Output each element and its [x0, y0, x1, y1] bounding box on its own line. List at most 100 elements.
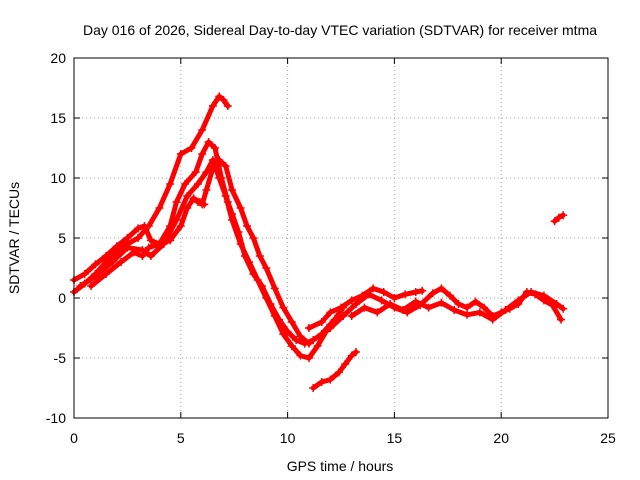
data-point: [559, 211, 568, 220]
data-point: [386, 300, 395, 308]
data-point: [215, 156, 224, 164]
data-point: [91, 272, 100, 281]
data-point: [200, 200, 209, 209]
x-tick-label: 10: [280, 430, 296, 446]
data-point: [313, 342, 322, 350]
data-point: [236, 204, 245, 212]
y-tick-label: 5: [58, 230, 66, 246]
data-point: [204, 138, 213, 146]
data-point: [116, 258, 125, 266]
data-point: [166, 236, 175, 245]
data-point: [155, 240, 164, 248]
data-point: [454, 300, 463, 308]
data-point: [559, 304, 568, 313]
data-point: [309, 384, 318, 392]
data-point: [411, 288, 420, 296]
y-tick-label: 15: [50, 110, 66, 126]
data-point: [437, 298, 446, 307]
tick-layer: 0 5 10 15 20 25 -10 -5 0 5 10 15 20: [46, 50, 616, 446]
data-point: [309, 336, 318, 344]
data-point: [326, 324, 335, 332]
data-point: [369, 284, 378, 293]
data-point: [123, 234, 132, 242]
data-point: [351, 300, 360, 308]
data-point: [146, 236, 155, 245]
data-point: [102, 252, 111, 260]
data-point: [322, 327, 331, 336]
data-point: [236, 240, 245, 248]
data-point: [76, 282, 85, 290]
data-point: [527, 288, 536, 296]
data-point: [140, 222, 149, 230]
data-point: [347, 312, 356, 320]
data-point: [210, 144, 219, 152]
data-point: [87, 282, 96, 290]
data-point: [557, 315, 566, 324]
data-point: [134, 224, 143, 233]
data-point: [262, 294, 271, 302]
data-point: [249, 234, 258, 242]
trace-layer: [70, 92, 568, 392]
data-point: [255, 252, 264, 260]
x-tick-label: 20: [493, 430, 509, 446]
data-point: [514, 296, 523, 305]
data-point: [488, 315, 497, 324]
data-point: [221, 162, 230, 170]
data-point: [262, 264, 271, 272]
data-point: [176, 222, 185, 230]
data-point: [123, 243, 132, 252]
data-point: [304, 339, 313, 348]
data-point: [550, 217, 559, 226]
data-point: [296, 351, 305, 360]
data-point: [183, 192, 192, 200]
data-point: [102, 270, 111, 278]
data-point: [341, 360, 350, 368]
data-point: [144, 243, 153, 252]
data-point: [463, 310, 472, 319]
x-axis-label: GPS time / hours: [287, 458, 394, 474]
data-point: [554, 213, 563, 222]
data-point: [215, 174, 224, 182]
data-point: [279, 303, 288, 312]
data-point: [360, 303, 369, 312]
data-point: [334, 368, 343, 377]
data-point: [401, 290, 410, 299]
data-point: [221, 192, 230, 200]
data-point: [283, 327, 292, 336]
data-point: [428, 289, 437, 298]
data-point: [189, 194, 198, 203]
data-point: [196, 198, 205, 206]
data-point: [187, 144, 196, 152]
data-point: [134, 234, 143, 242]
data-point: [377, 296, 386, 305]
data-point: [424, 303, 433, 312]
data-point: [450, 306, 459, 314]
data-point: [193, 180, 202, 188]
data-point: [223, 102, 232, 110]
data-point: [208, 164, 217, 173]
data-point: [279, 330, 288, 338]
data-point: [208, 102, 217, 110]
data-point: [326, 308, 335, 317]
data-point: [198, 126, 207, 134]
data-point: [243, 222, 252, 230]
y-tick-label: -10: [46, 410, 66, 426]
data-point: [539, 291, 548, 300]
data-point: [445, 291, 454, 300]
data-point: [202, 168, 211, 176]
data-point: [287, 342, 296, 350]
y-axis-label: SDTVAR / TECUs: [6, 182, 22, 294]
data-point: [138, 252, 147, 260]
y-tick-label: 10: [50, 170, 66, 186]
data-point: [91, 260, 100, 269]
data-point: [80, 270, 89, 278]
data-point: [112, 242, 121, 251]
data-point: [471, 297, 480, 306]
x-tick-label: 15: [387, 430, 403, 446]
data-point: [166, 180, 175, 188]
data-point: [418, 286, 427, 295]
data-point: [219, 96, 228, 104]
data-point: [480, 303, 489, 312]
data-point: [347, 296, 356, 305]
data-point: [552, 300, 561, 308]
